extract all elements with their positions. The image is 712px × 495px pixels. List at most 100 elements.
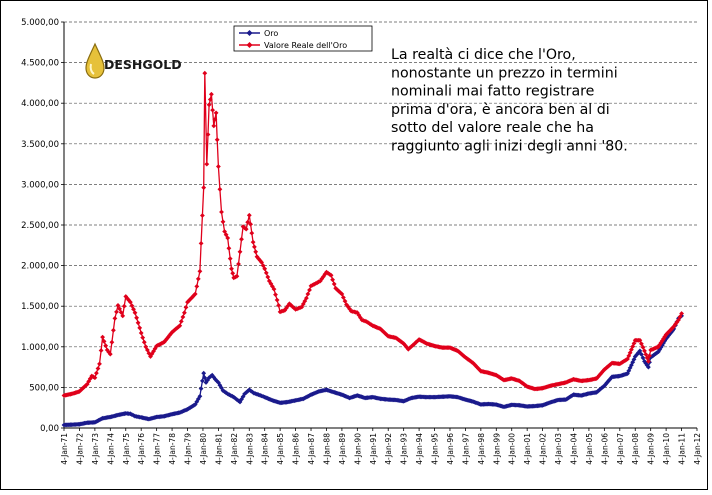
data-point — [194, 284, 200, 289]
y-tick-label: 0,00 — [40, 424, 59, 434]
data-point — [276, 303, 281, 308]
data-point — [92, 375, 98, 381]
data-point — [213, 110, 219, 116]
data-point — [643, 352, 649, 357]
data-point — [138, 330, 144, 336]
annotation-line: prima d'ora, è ancora ben al di — [391, 102, 610, 118]
data-point — [146, 350, 152, 356]
data-point — [202, 70, 208, 76]
data-point — [245, 219, 251, 225]
data-point — [200, 378, 205, 384]
data-point — [677, 314, 683, 320]
data-point — [253, 249, 259, 255]
data-point — [117, 306, 122, 312]
data-point — [201, 185, 207, 190]
x-tick-label: 4-Jan-86 — [292, 433, 301, 465]
x-tick-label: 4-Jan-04 — [569, 433, 578, 465]
x-tick-label: 4-Jan-05 — [585, 433, 594, 465]
data-point — [246, 212, 252, 218]
data-point — [78, 387, 84, 393]
data-point — [219, 209, 224, 215]
series-markers-0 — [61, 313, 684, 428]
data-point — [100, 334, 105, 340]
data-point — [197, 393, 203, 399]
data-point — [211, 123, 217, 129]
x-tick-label: 4-Jan-96 — [446, 433, 455, 465]
x-tick-label: 4-Jan-90 — [353, 433, 362, 465]
series-layer — [61, 70, 684, 428]
data-point — [207, 97, 213, 102]
annotation-line: raggiunto agli inizi degli anni '80. — [391, 139, 628, 155]
data-point — [637, 348, 643, 354]
data-point — [212, 117, 218, 122]
data-point — [598, 386, 603, 392]
data-point — [640, 355, 646, 361]
data-point — [230, 270, 236, 276]
data-point — [225, 235, 231, 241]
data-point — [252, 244, 257, 250]
data-point — [120, 313, 126, 319]
legend: Oro Valore Reale dell'Oro — [233, 25, 373, 52]
x-tick-label: 4-Jan-81 — [214, 433, 223, 465]
data-point — [291, 305, 297, 311]
data-point — [273, 292, 278, 297]
grid-layer — [64, 21, 697, 388]
y-tick-label: 5.000,00 — [21, 18, 59, 28]
data-point — [115, 303, 121, 308]
data-point — [140, 335, 146, 340]
data-point — [625, 356, 630, 362]
x-tick-label: 4-Jan-74 — [106, 433, 115, 465]
data-point — [639, 352, 644, 357]
data-point — [98, 348, 104, 353]
data-point — [203, 380, 209, 385]
x-tick-label: 4-Jan-12 — [693, 433, 702, 465]
data-point — [197, 268, 203, 274]
data-point — [97, 361, 102, 367]
data-point — [94, 370, 99, 376]
logo-text: DESHGOLD — [104, 57, 182, 72]
data-point — [182, 310, 187, 316]
data-point — [599, 370, 605, 375]
data-point — [236, 261, 241, 267]
series-markers-1 — [61, 70, 684, 398]
data-point — [679, 311, 684, 316]
data-point — [237, 399, 243, 405]
legend-reale-label: Valore Reale dell'Oro — [264, 41, 347, 50]
data-point — [178, 319, 184, 324]
data-point — [305, 291, 311, 297]
x-tick-label: 4-Jan-72 — [75, 433, 84, 465]
data-point — [220, 219, 226, 225]
data-point — [598, 371, 603, 377]
x-tick-label: 4-Jan-03 — [554, 433, 563, 465]
data-point — [248, 221, 253, 227]
x-tick-label: 4-Jan-07 — [616, 433, 625, 465]
data-point — [262, 266, 268, 272]
x-tick-label: 4-Jan-93 — [400, 433, 409, 465]
data-point — [216, 164, 221, 169]
axes-layer: 0,00 500,00 1.000,00 1.500,00 2.000,00 2.500,… — [21, 18, 702, 465]
data-point — [317, 278, 323, 284]
data-point — [103, 343, 109, 349]
data-point — [226, 245, 232, 251]
data-point — [642, 348, 647, 354]
data-point — [201, 370, 207, 376]
data-point — [647, 353, 652, 359]
y-tick-label: 500,00 — [29, 383, 59, 393]
data-point — [195, 396, 201, 402]
data-point — [640, 344, 646, 350]
data-point — [646, 364, 651, 370]
data-point — [135, 320, 141, 326]
data-point — [637, 337, 643, 343]
data-point — [131, 306, 136, 312]
x-tick-label: 4-Jan-98 — [477, 433, 486, 465]
x-tick-label: 4-Jan-78 — [168, 433, 177, 465]
data-point — [639, 341, 644, 347]
x-tick-label: 4-Jan-06 — [600, 433, 609, 465]
x-tick-label: 4-Jan-10 — [662, 433, 671, 465]
data-point — [330, 277, 335, 283]
data-point — [77, 389, 82, 394]
data-point — [475, 366, 481, 371]
data-point — [671, 324, 677, 329]
x-tick-label: 4-Jan-88 — [322, 433, 331, 465]
